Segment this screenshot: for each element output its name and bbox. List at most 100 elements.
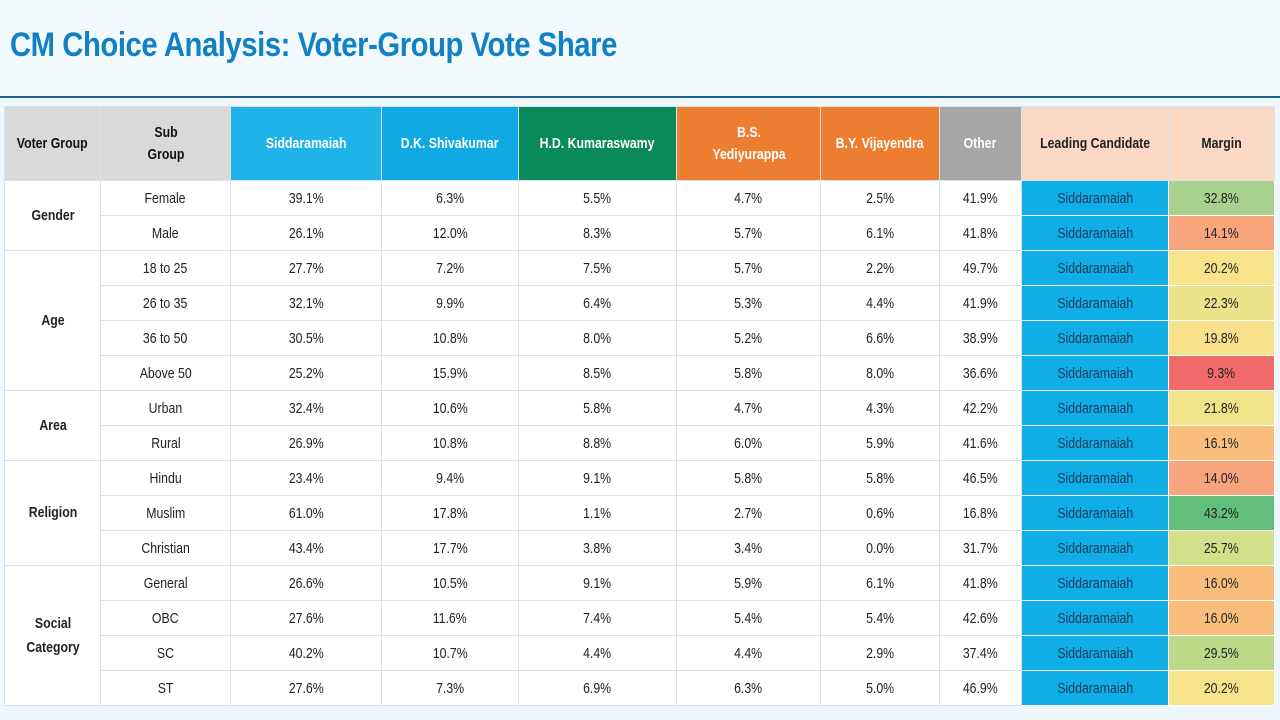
other-cell-value: 41.8% xyxy=(963,224,998,242)
margin-value: 16.0% xyxy=(1204,574,1239,592)
dk-shivakumar-cell-value: 10.8% xyxy=(432,329,468,347)
siddaramaiah-cell-value: 26.1% xyxy=(288,224,324,242)
sub-group-cell: Christian xyxy=(100,530,231,566)
leading-candidate-cell: Siddaramaiah xyxy=(1021,355,1169,391)
by-vijayendra-cell: 0.6% xyxy=(820,495,940,531)
by-vijayendra-cell-value: 6.1% xyxy=(865,224,895,242)
table-row: 26 to 35 32.1% 9.9% 6.4% 5.3% 4.4% 41.9% Siddar… xyxy=(5,285,1275,321)
other-cell-value: 41.9% xyxy=(963,294,998,312)
vote-share-table: Voter Group Sub Group Siddaramaiah D.K. … xyxy=(4,106,1275,706)
margin-value: 43.2% xyxy=(1204,504,1239,522)
by-vijayendra-cell-value: 5.4% xyxy=(865,609,895,627)
bs-yediyurappa-cell-value: 5.2% xyxy=(734,329,763,347)
dk-shivakumar-cell: 11.6% xyxy=(381,600,519,636)
other-cell: 37.4% xyxy=(939,635,1022,671)
bs-yediyurappa-cell: 5.2% xyxy=(676,320,821,356)
sub-group-cell-value: Urban xyxy=(148,399,183,417)
leading-candidate-value: Siddaramaiah xyxy=(1057,644,1133,662)
leading-candidate-cell: Siddaramaiah xyxy=(1021,670,1169,706)
siddaramaiah-cell: 23.4% xyxy=(230,460,382,496)
by-vijayendra-cell: 4.3% xyxy=(820,390,940,426)
header-bs-yediyurappa: B.S. Yediyurappa xyxy=(676,106,821,181)
siddaramaiah-cell: 26.6% xyxy=(230,565,382,601)
other-cell-value: 46.5% xyxy=(963,469,998,487)
header-other: Other xyxy=(939,106,1022,181)
bs-yediyurappa-cell: 6.3% xyxy=(676,670,821,706)
other-cell: 42.2% xyxy=(939,390,1022,426)
other-cell: 16.8% xyxy=(939,495,1022,531)
dk-shivakumar-cell-value: 12.0% xyxy=(432,224,468,242)
by-vijayendra-cell: 0.0% xyxy=(820,530,940,566)
dk-shivakumar-cell: 12.0% xyxy=(381,215,519,251)
dk-shivakumar-cell: 7.2% xyxy=(381,250,519,286)
by-vijayendra-cell-value: 2.2% xyxy=(865,259,895,277)
by-vijayendra-cell-value: 6.6% xyxy=(865,329,895,347)
sub-group-cell: 26 to 35 xyxy=(100,285,231,321)
other-cell: 46.9% xyxy=(939,670,1022,706)
hd-kumaraswamy-cell: 8.8% xyxy=(518,425,677,461)
sub-group-cell: Above 50 xyxy=(100,355,231,391)
dk-shivakumar-cell: 10.8% xyxy=(381,425,519,461)
voter-group-label: Age xyxy=(40,311,65,329)
table-row: Muslim 61.0% 17.8% 1.1% 2.7% 0.6% 16.8% Siddara… xyxy=(5,495,1275,531)
table-row: Gender Female 39.1% 6.3% 5.5% 4.7% 2.5% 41.9% Si… xyxy=(4,180,1275,251)
bs-yediyurappa-cell: 2.7% xyxy=(676,495,821,531)
bs-yediyurappa-cell-value: 5.7% xyxy=(734,224,763,242)
voter-group-cell: Gender xyxy=(4,180,101,251)
other-cell-value: 38.9% xyxy=(963,329,998,347)
dk-shivakumar-cell: 15.9% xyxy=(381,355,519,391)
sub-group-cell-value: Hindu xyxy=(149,469,182,487)
hd-kumaraswamy-cell: 4.4% xyxy=(518,635,677,671)
leading-candidate-cell: Siddaramaiah xyxy=(1021,215,1169,251)
margin-cell: 32.8% xyxy=(1168,180,1275,216)
hd-kumaraswamy-cell: 1.1% xyxy=(518,495,677,531)
bs-yediyurappa-cell-value: 5.8% xyxy=(734,364,763,382)
dk-shivakumar-cell: 10.6% xyxy=(381,390,519,426)
leading-candidate-cell: Siddaramaiah xyxy=(1021,635,1169,671)
other-cell: 36.6% xyxy=(939,355,1022,391)
bs-yediyurappa-cell: 5.4% xyxy=(676,600,821,636)
leading-candidate-value: Siddaramaiah xyxy=(1057,469,1133,487)
by-vijayendra-cell-value: 2.5% xyxy=(865,189,895,207)
voter-group-label: Gender xyxy=(30,206,75,224)
sub-group-cell: OBC xyxy=(100,600,231,636)
siddaramaiah-cell: 25.2% xyxy=(230,355,382,391)
sub-group-cell-value: Christian xyxy=(141,539,190,557)
margin-value: 9.3% xyxy=(1207,364,1236,382)
sub-group-cell: Muslim xyxy=(100,495,231,531)
margin-value: 29.5% xyxy=(1204,644,1239,662)
siddaramaiah-cell: 26.9% xyxy=(230,425,382,461)
bs-yediyurappa-cell: 5.8% xyxy=(676,460,821,496)
margin-cell: 20.2% xyxy=(1168,670,1275,706)
leading-candidate-cell: Siddaramaiah xyxy=(1021,180,1169,216)
voter-group-cell: Age xyxy=(4,250,101,391)
by-vijayendra-cell: 6.1% xyxy=(820,215,940,251)
bs-yediyurappa-cell-value: 4.7% xyxy=(734,399,763,417)
header-voter-group: Voter Group xyxy=(4,106,101,181)
hd-kumaraswamy-cell-value: 4.4% xyxy=(583,644,612,662)
bs-yediyurappa-cell-value: 2.7% xyxy=(734,504,763,522)
sub-group-cell-value: General xyxy=(143,574,188,592)
other-cell-value: 41.8% xyxy=(963,574,998,592)
other-cell: 31.7% xyxy=(939,530,1022,566)
header-other-label: Other xyxy=(964,134,997,152)
hd-kumaraswamy-cell: 8.5% xyxy=(518,355,677,391)
bs-yediyurappa-cell-value: 6.3% xyxy=(734,679,763,697)
hd-kumaraswamy-cell: 7.4% xyxy=(518,600,677,636)
siddaramaiah-cell: 27.6% xyxy=(230,600,382,636)
hd-kumaraswamy-cell-value: 5.5% xyxy=(583,189,612,207)
leading-candidate-value: Siddaramaiah xyxy=(1057,294,1133,312)
dk-shivakumar-cell: 10.5% xyxy=(381,565,519,601)
header-margin-label: Margin xyxy=(1201,134,1242,152)
bs-yediyurappa-cell: 5.8% xyxy=(676,355,821,391)
dk-shivakumar-cell-value: 17.7% xyxy=(432,539,468,557)
by-vijayendra-cell-value: 5.0% xyxy=(865,679,895,697)
dk-shivakumar-cell: 7.3% xyxy=(381,670,519,706)
siddaramaiah-cell-value: 61.0% xyxy=(288,504,324,522)
siddaramaiah-cell: 26.1% xyxy=(230,215,382,251)
leading-candidate-value: Siddaramaiah xyxy=(1057,399,1133,417)
other-cell-value: 49.7% xyxy=(963,259,998,277)
bs-yediyurappa-cell-value: 6.0% xyxy=(734,434,763,452)
leading-candidate-value: Siddaramaiah xyxy=(1057,574,1133,592)
margin-value: 19.8% xyxy=(1204,329,1239,347)
